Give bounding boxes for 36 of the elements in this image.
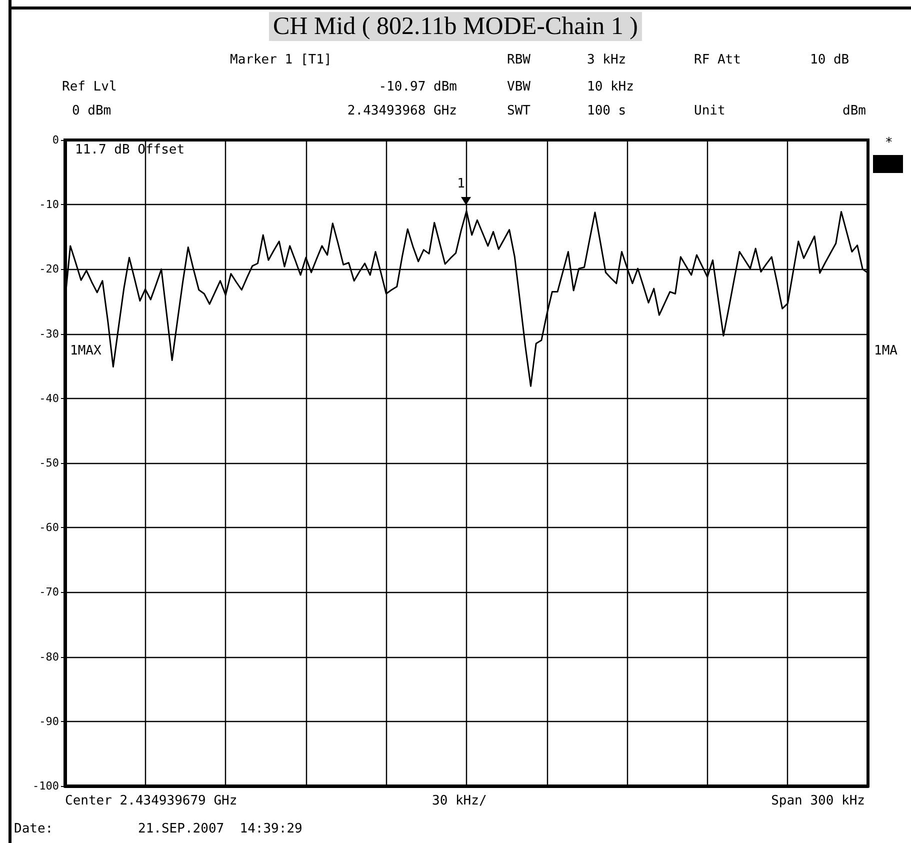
text: SWT <box>507 104 531 118</box>
text: 0 dBm <box>72 104 112 118</box>
text: RF Att <box>694 52 741 68</box>
y-tick-label: -80 <box>39 650 59 664</box>
text: Unit <box>694 104 726 118</box>
annotation: 1 <box>457 176 465 192</box>
y-tick-label: -70 <box>39 586 59 599</box>
text: -10.97 dBm <box>378 80 458 94</box>
y-tick-label: -90 <box>39 714 59 728</box>
text: RBW <box>507 52 531 68</box>
text: * <box>885 136 893 150</box>
y-tick-label: -40 <box>39 392 59 405</box>
text: Marker 1 [T1] <box>230 52 332 68</box>
text: dBm <box>842 104 866 118</box>
text: 3 kHz <box>587 52 626 68</box>
text: VBW <box>507 80 531 94</box>
text: Date: <box>14 822 54 836</box>
text: 100 s <box>587 104 626 118</box>
text: 30 kHz/ <box>432 794 487 808</box>
annotation: 1MAX <box>70 344 102 358</box>
y-tick-label: -60 <box>39 521 59 534</box>
text: 1MA <box>874 344 898 358</box>
chart-title: CH Mid ( 802.11b MODE-Chain 1 ) <box>272 13 638 40</box>
y-tick-label: -50 <box>39 456 59 470</box>
text: Ref Lvl <box>62 80 117 94</box>
text: Center 2.434939679 GHz <box>65 794 238 808</box>
text: 10 kHz <box>587 80 634 94</box>
y-tick-label: -20 <box>39 262 59 276</box>
y-tick-label: -10 <box>39 198 59 212</box>
y-tick-label: -100 <box>32 780 59 792</box>
text: Span 300 kHz <box>771 794 865 808</box>
y-tick-label: -30 <box>39 327 59 340</box>
text: 2.43493968 GHz <box>347 104 457 118</box>
y-tick-label: 0 <box>52 134 59 146</box>
text: 10 dB <box>810 52 850 68</box>
text: 21.SEP.2007 14:39:29 <box>138 822 302 836</box>
